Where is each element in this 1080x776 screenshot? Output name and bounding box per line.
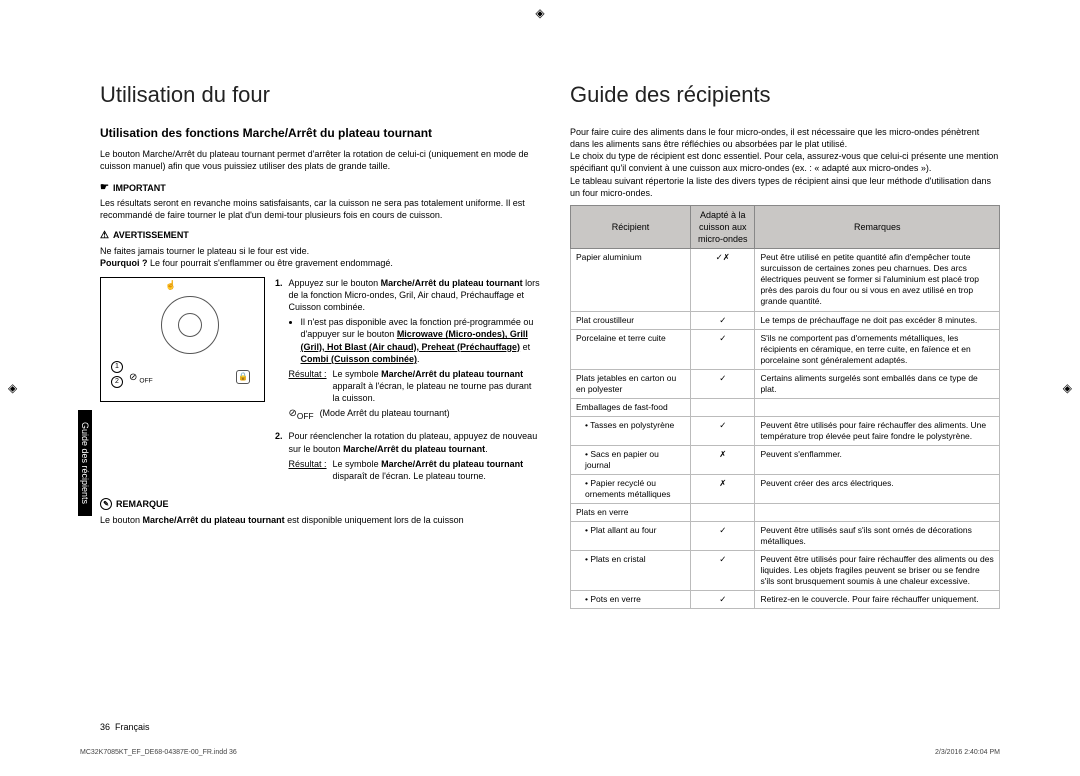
note-icon	[100, 498, 112, 510]
table-row: • Sacs en papier ou journal✗Peuvent s'en…	[571, 445, 1000, 474]
table-row: • Plats en cristal✓Peuvent être utilisés…	[571, 551, 1000, 591]
note-body: Le bouton Marche/Arrêt du plateau tourna…	[100, 514, 540, 526]
off-mode-icon: ⊘OFF	[289, 407, 314, 422]
sidebar-tab: Guide des récipients	[78, 410, 92, 516]
left-column: Utilisation du four Utilisation des fonc…	[100, 82, 540, 746]
table-row: Plats jetables en carton ou en polyester…	[571, 369, 1000, 398]
left-intro: Le bouton Marche/Arrêt du plateau tourna…	[100, 148, 540, 172]
control-diagram: ☝ 1 2 OFF 🔒	[100, 277, 265, 402]
table-row: • Tasses en polystyrène✓Peuvent être uti…	[571, 416, 1000, 445]
step-2: 2. Pour réenclencher la rotation du plat…	[275, 430, 540, 482]
step-2-result: Résultat : Le symbole Marche/Arrêt du pl…	[289, 458, 540, 482]
right-p1: Pour faire cuire des aliments dans le fo…	[570, 126, 1000, 150]
table-row: Porcelaine et terre cuite✓S'ils ne compo…	[571, 329, 1000, 369]
left-subtitle: Utilisation des fonctions Marche/Arrêt d…	[100, 126, 540, 140]
warning-label: AVERTISSEMENT	[100, 230, 540, 241]
callout-2: 2	[111, 376, 123, 388]
print-left: MC32K7085KT_EF_DE68-04387E-00_FR.indd 36	[80, 749, 237, 756]
warning-body-2: Pourquoi ? Le four pourrait s'enflammer …	[100, 257, 540, 269]
right-p2: Le choix du type de récipient est donc e…	[570, 150, 1000, 174]
th-recipient: Récipient	[571, 205, 691, 248]
page: Utilisation du four Utilisation des fonc…	[0, 0, 1080, 776]
right-p3: Le tableau suivant répertorie la liste d…	[570, 175, 1000, 199]
off-label: OFF	[129, 372, 153, 385]
th-safe: Adapté à la cuisson aux micro-ondes	[691, 205, 755, 248]
table-row: • Plat allant au four✓Peuvent être utili…	[571, 522, 1000, 551]
cropmark-right: ◈	[1063, 381, 1072, 395]
print-right: 2/3/2016 2:40:04 PM	[935, 749, 1000, 756]
note-label: REMARQUE	[100, 498, 540, 510]
table-row: Papier aluminium✓✗Peut être utilisé en p…	[571, 249, 1000, 311]
arrow-icon	[100, 182, 109, 193]
page-footer: 36 Français	[100, 722, 150, 732]
table-row: Plats en verre	[571, 504, 1000, 522]
step-1: 1. Appuyez sur le bouton Marche/Arrêt du…	[275, 277, 540, 423]
warning-icon	[100, 230, 109, 241]
table-row: • Papier recyclé ou ornements métallique…	[571, 475, 1000, 504]
cookware-table: Récipient Adapté à la cuisson aux micro-…	[570, 205, 1000, 610]
step-1-sub: Il n'est pas disponible avec la fonction…	[301, 316, 540, 365]
step-1-result: Résultat : Le symbole Marche/Arrêt du pl…	[289, 368, 540, 404]
warning-body-1: Ne faites jamais tourner le plateau si l…	[100, 245, 540, 257]
table-row: Emballages de fast-food	[571, 398, 1000, 416]
step-1-mode: ⊘OFF (Mode Arrêt du plateau tournant)	[289, 407, 540, 422]
table-row: Plat croustilleur✓Le temps de préchauffa…	[571, 311, 1000, 329]
hand-icon: ☝	[165, 280, 176, 291]
cropmark-left: ◈	[8, 381, 17, 395]
knob-icon	[161, 296, 219, 354]
lock-icon: 🔒	[236, 370, 250, 384]
important-label: IMPORTANT	[100, 182, 540, 193]
th-notes: Remarques	[755, 205, 1000, 248]
left-title: Utilisation du four	[100, 82, 540, 108]
important-body: Les résultats seront en revanche moins s…	[100, 197, 540, 221]
callout-1: 1	[111, 361, 123, 373]
right-title: Guide des récipients	[570, 82, 1000, 108]
steps: 1. Appuyez sur le bouton Marche/Arrêt du…	[275, 277, 540, 490]
right-column: Guide des récipients Pour faire cuire de…	[570, 82, 1000, 746]
table-row: • Pots en verre✓Retirez-en le couvercle.…	[571, 591, 1000, 609]
cropmark-top: ◈	[535, 6, 544, 20]
